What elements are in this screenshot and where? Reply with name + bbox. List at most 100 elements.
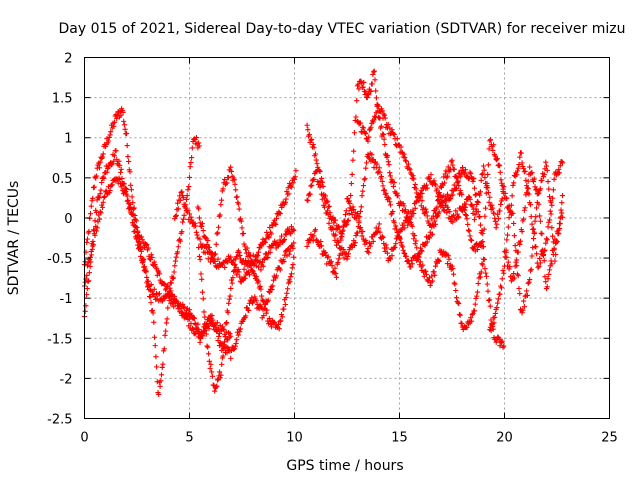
data-point <box>356 220 362 226</box>
data-point <box>145 245 151 251</box>
data-point <box>199 223 205 230</box>
data-point <box>84 285 90 292</box>
data-point <box>525 178 531 184</box>
data-point <box>387 173 393 179</box>
data-point <box>87 263 93 270</box>
data-point <box>451 166 457 172</box>
data-point <box>180 216 186 222</box>
data-point <box>494 157 500 163</box>
data-point <box>202 235 209 241</box>
data-point <box>499 338 505 344</box>
data-point <box>265 297 271 303</box>
data-point <box>98 210 104 216</box>
data-point <box>414 190 420 196</box>
data-point <box>188 214 194 220</box>
data-point <box>372 77 378 83</box>
data-point <box>259 293 265 299</box>
data-point <box>231 177 237 183</box>
data-point <box>154 364 160 370</box>
data-point <box>266 235 272 241</box>
data-point <box>241 266 247 272</box>
data-point <box>218 372 224 378</box>
data-point <box>387 256 394 262</box>
data-point <box>477 189 484 195</box>
data-point <box>345 199 352 205</box>
data-point <box>451 182 457 188</box>
data-point <box>551 176 557 182</box>
data-point <box>543 163 550 169</box>
data-point <box>368 88 374 95</box>
data-point <box>267 249 273 255</box>
data-point <box>385 153 391 159</box>
data-point <box>379 108 385 114</box>
data-point <box>318 238 324 245</box>
data-point <box>530 226 537 232</box>
data-point <box>189 155 195 161</box>
data-point <box>462 170 468 176</box>
data-point <box>477 274 484 280</box>
data-point <box>427 282 433 288</box>
data-point <box>186 211 193 217</box>
data-point <box>521 304 527 310</box>
data-point <box>84 236 91 242</box>
data-point <box>472 212 478 218</box>
data-point <box>480 244 487 250</box>
data-point <box>130 222 136 228</box>
data-point <box>271 319 277 325</box>
data-point <box>360 125 367 131</box>
data-point <box>506 203 512 209</box>
data-point <box>240 230 246 237</box>
data-point <box>519 229 525 235</box>
data-point <box>487 303 493 309</box>
data-point <box>311 145 317 151</box>
data-point <box>388 211 394 217</box>
data-point <box>168 280 174 286</box>
data-point <box>355 213 361 219</box>
data-point <box>380 183 386 189</box>
data-point <box>375 102 381 108</box>
data-point <box>223 321 229 327</box>
data-point <box>531 176 537 182</box>
data-point <box>93 173 100 179</box>
data-point <box>377 169 383 175</box>
data-point <box>417 194 424 200</box>
data-point <box>543 279 549 285</box>
data-point <box>548 211 554 217</box>
x-axis-label: GPS time / hours <box>286 458 403 474</box>
data-point <box>474 289 481 295</box>
data-point <box>526 279 532 285</box>
data-point <box>257 258 263 265</box>
data-point <box>463 201 469 207</box>
data-point <box>360 188 366 194</box>
data-point <box>510 182 516 189</box>
data-point <box>469 203 475 209</box>
data-point <box>475 280 481 287</box>
data-point <box>359 193 365 199</box>
series-H <box>304 150 486 270</box>
data-point <box>287 279 293 285</box>
data-point <box>549 202 555 208</box>
data-point <box>337 246 343 252</box>
data-point <box>471 176 477 182</box>
data-point <box>212 258 218 265</box>
series-K <box>487 150 566 334</box>
data-point <box>498 177 504 183</box>
data-point <box>541 171 547 178</box>
data-point <box>392 245 398 251</box>
data-point <box>474 246 481 253</box>
data-point <box>238 218 244 224</box>
data-point <box>330 214 336 220</box>
data-point <box>485 162 491 168</box>
data-point <box>550 195 556 201</box>
data-point <box>249 295 255 301</box>
data-point <box>429 222 436 228</box>
data-point <box>326 220 332 226</box>
data-point <box>235 332 241 338</box>
data-point <box>99 179 105 186</box>
data-point <box>463 212 469 218</box>
data-point <box>260 263 266 269</box>
data-point <box>234 194 240 200</box>
data-point <box>490 147 496 154</box>
data-point <box>486 297 492 304</box>
data-point <box>378 123 384 129</box>
